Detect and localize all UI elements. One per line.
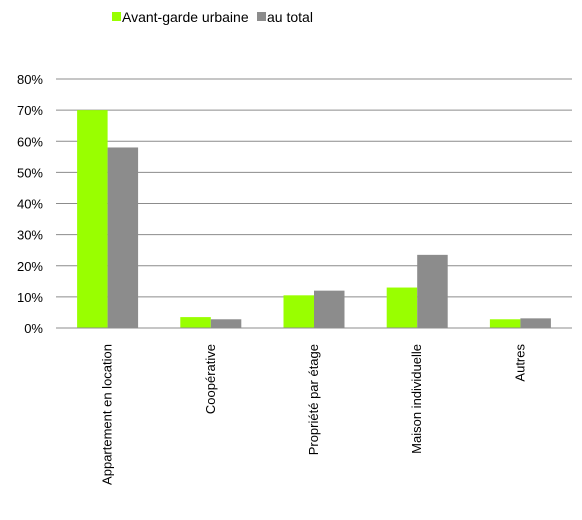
gridlines bbox=[56, 78, 572, 329]
legend-label: Avant-garde urbaine bbox=[122, 9, 249, 25]
y-tick-label: 60% bbox=[17, 134, 43, 149]
legend: Avant-garde urbaine au total bbox=[112, 9, 313, 25]
y-tick-label: 50% bbox=[17, 165, 43, 180]
bar-avant-garde bbox=[283, 295, 314, 328]
y-tick-label: 10% bbox=[17, 290, 43, 305]
y-tick-label: 40% bbox=[17, 197, 43, 212]
y-tick-label: 80% bbox=[17, 72, 43, 87]
y-tick-label: 70% bbox=[17, 103, 43, 118]
y-tick-label: 0% bbox=[24, 321, 43, 336]
bar-avant-garde bbox=[489, 319, 521, 328]
x-tick-label: Propriété par étage bbox=[306, 344, 321, 455]
bar-total bbox=[417, 254, 448, 328]
bar-total bbox=[210, 319, 242, 328]
x-tick-label: Maison individuelle bbox=[409, 344, 424, 454]
y-axis-tick-labels: 0% 10% 20% 30% 40% 50% 60% 70% 80% bbox=[17, 72, 43, 336]
x-tick-label: Autres bbox=[512, 344, 527, 382]
bar-total bbox=[107, 147, 139, 328]
legend-swatch bbox=[257, 12, 266, 21]
bar-total bbox=[314, 290, 345, 328]
bar-avant-garde bbox=[77, 110, 108, 328]
bars bbox=[77, 110, 551, 328]
y-tick-label: 20% bbox=[17, 259, 43, 274]
x-tick-label: Appartement en location bbox=[100, 344, 115, 485]
bar-total bbox=[520, 318, 551, 328]
x-axis-tick-labels: Appartement en location Coopérative Propri… bbox=[100, 344, 528, 485]
x-tick-label: Coopérative bbox=[203, 344, 218, 414]
bar-avant-garde bbox=[386, 287, 418, 328]
legend-swatch bbox=[112, 12, 121, 21]
bar-avant-garde bbox=[180, 317, 211, 328]
legend-label: au total bbox=[267, 9, 313, 25]
y-tick-label: 30% bbox=[17, 228, 43, 243]
